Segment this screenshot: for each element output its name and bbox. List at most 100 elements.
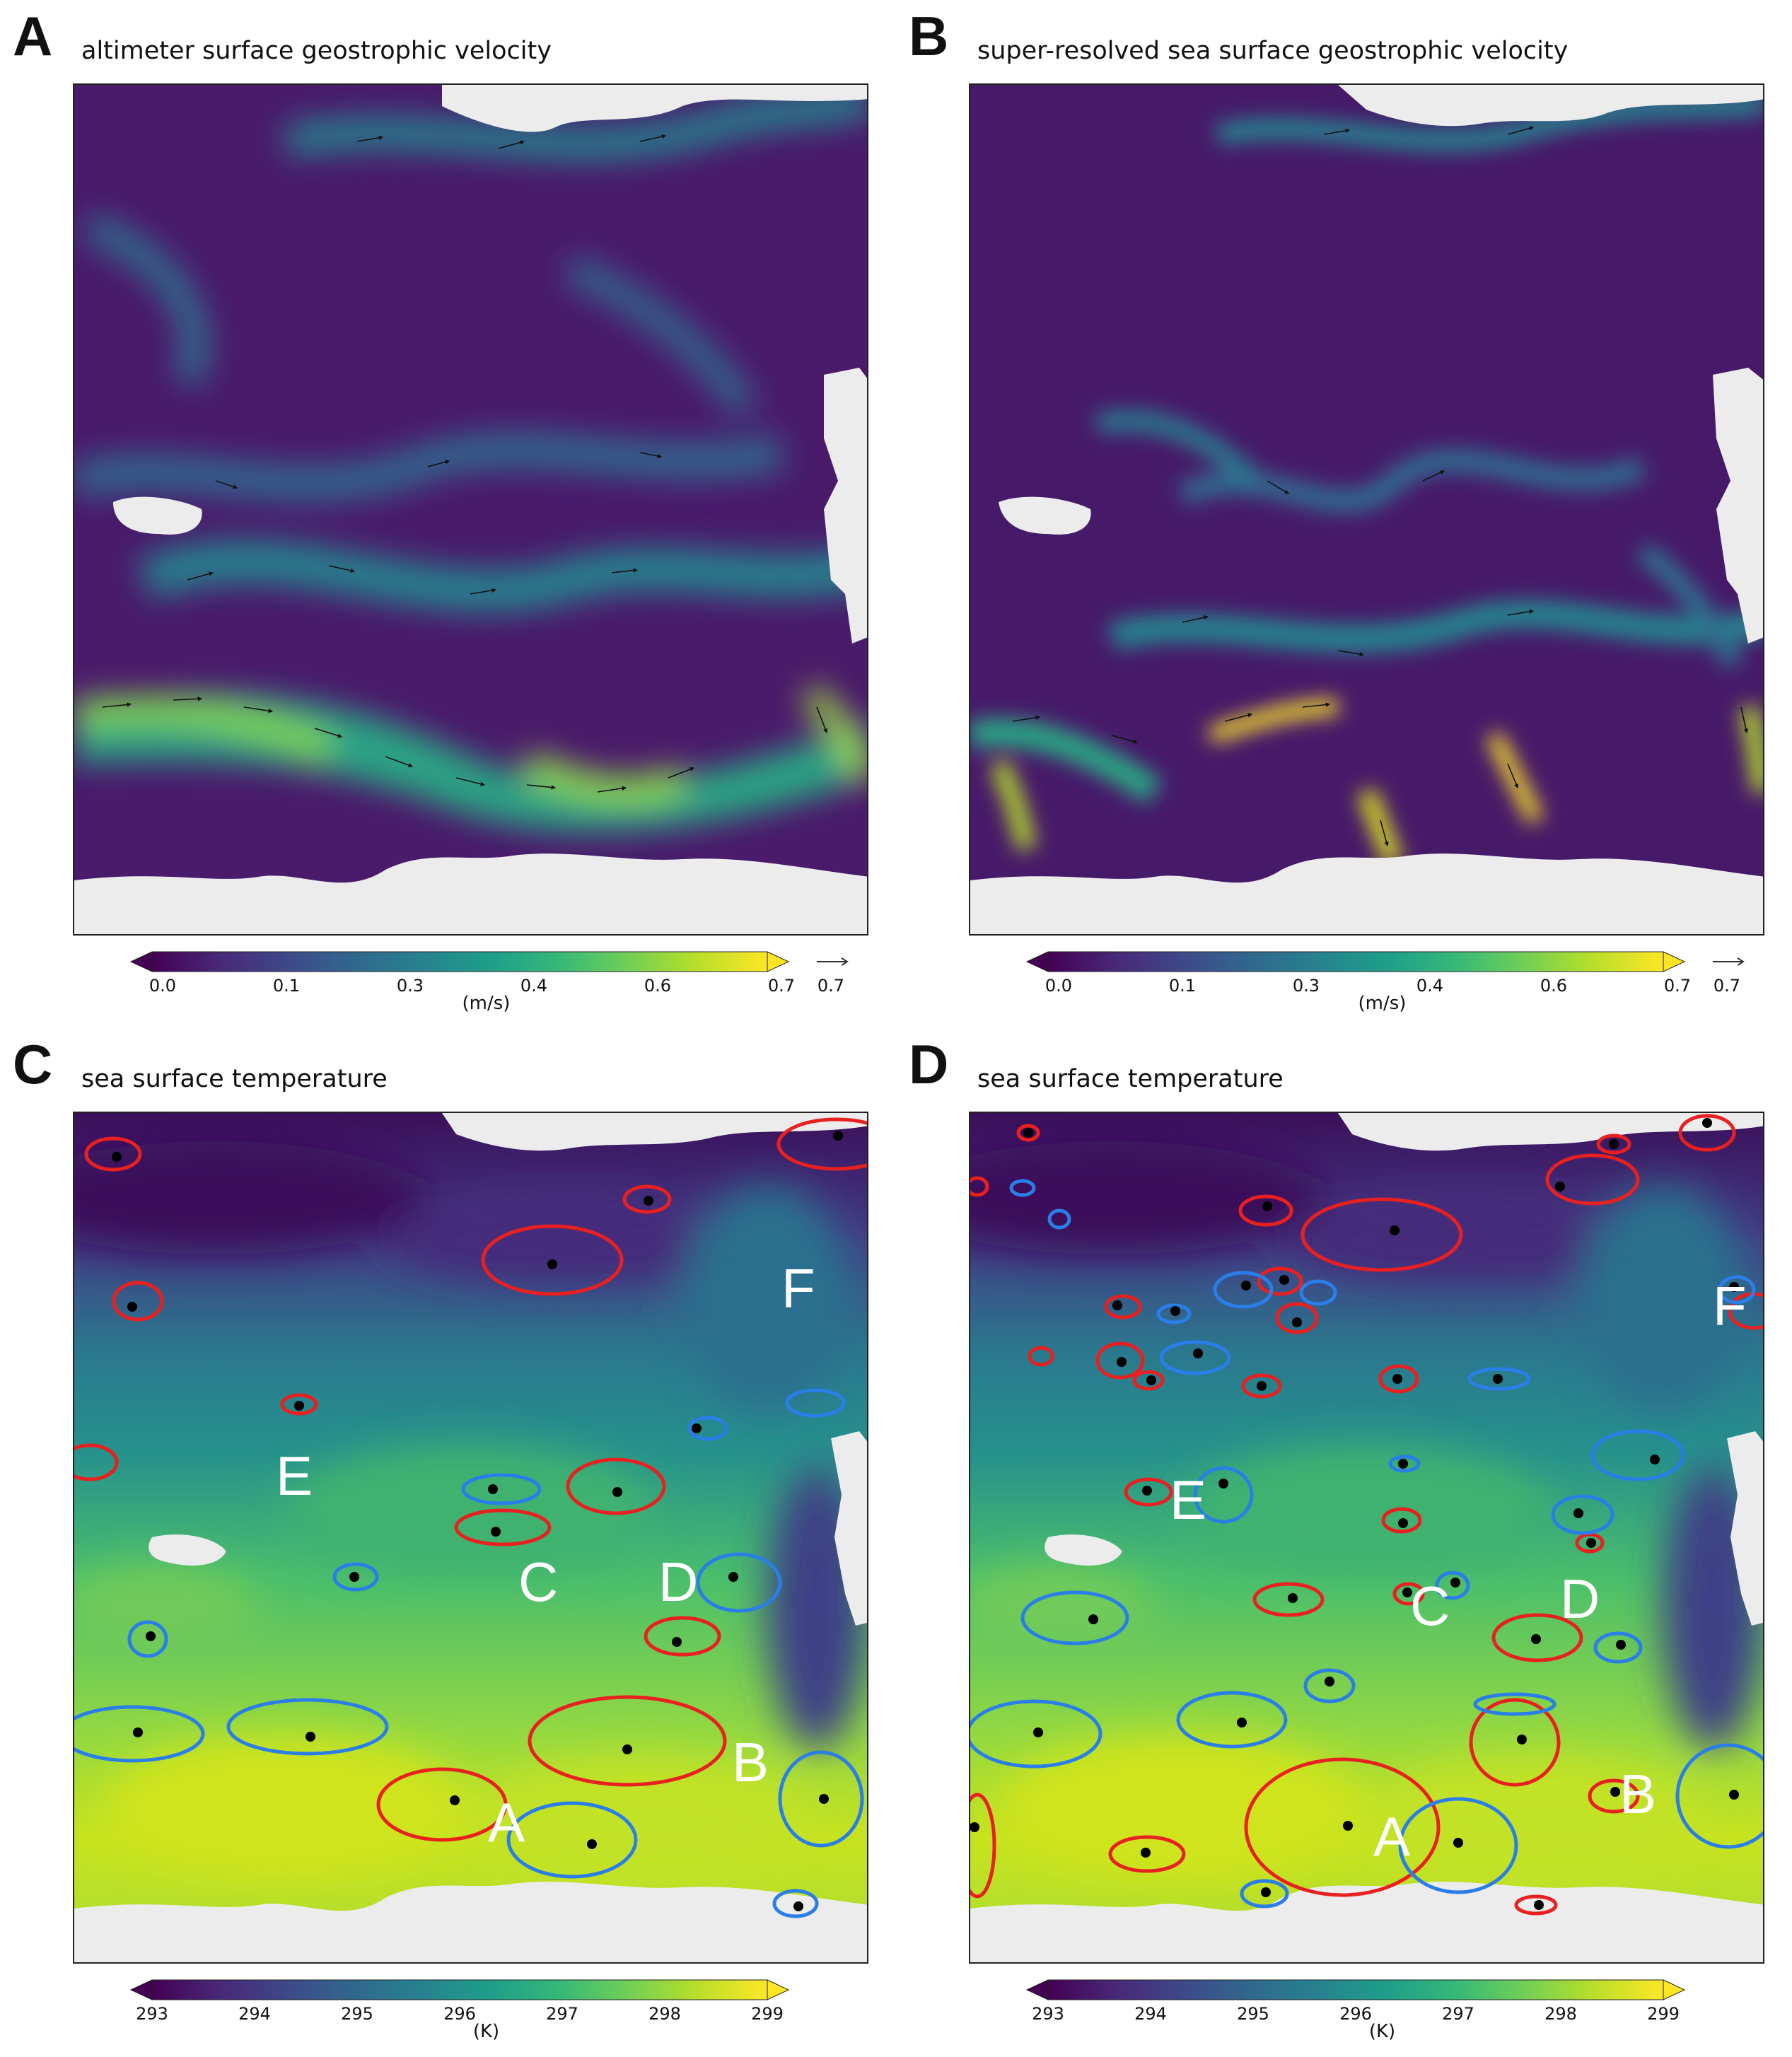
eddy-center xyxy=(833,1131,843,1141)
eddy-center xyxy=(1146,1375,1156,1385)
eddy-center xyxy=(1531,1634,1541,1644)
eddy-center xyxy=(1241,1281,1251,1290)
eddy-center xyxy=(1650,1455,1660,1464)
region-label: A xyxy=(488,1791,525,1853)
tick-label: 295 xyxy=(1237,2004,1269,2021)
colorbar-label: (K) xyxy=(120,2021,852,2042)
region-label: E xyxy=(276,1445,313,1507)
tick-label: 294 xyxy=(1134,2004,1167,2021)
colorbar-gradient xyxy=(152,952,767,972)
tick-label: 299 xyxy=(751,2004,784,2021)
eddy-center xyxy=(1088,1614,1098,1624)
eddy-center xyxy=(587,1839,597,1849)
tick-label: 0.1 xyxy=(1169,976,1196,993)
colorbar-extend-high xyxy=(767,952,789,972)
eddy-center xyxy=(112,1152,122,1162)
eddy-center xyxy=(1493,1374,1503,1384)
region-label: C xyxy=(518,1551,558,1613)
panel-title: super-resolved sea surface geostrophic v… xyxy=(977,37,1568,65)
colorbar-extend-low xyxy=(131,952,152,972)
eddy-center xyxy=(1702,1118,1712,1128)
eddy-center xyxy=(1023,1128,1033,1138)
eddy-center xyxy=(1343,1821,1353,1831)
reference-arrow-label: 0.7 xyxy=(1714,976,1740,993)
eddy-center xyxy=(127,1302,137,1312)
colorbar-svg: 0.0 0.1 0.3 0.4 0.6 0.7 0.7 xyxy=(120,948,852,993)
region-label: D xyxy=(1560,1568,1600,1630)
eddy-center xyxy=(1729,1790,1739,1800)
eddy-center xyxy=(793,1901,803,1911)
tick-label: 0.4 xyxy=(520,976,547,993)
colorbar-label: (m/s) xyxy=(120,993,852,1014)
colorbar-ticks: 0.0 0.1 0.3 0.4 0.6 0.7 0.7 xyxy=(1045,976,1740,993)
panel-letter: A xyxy=(13,4,52,69)
colorbar-svg: 293 294 295 296 297 298 299 xyxy=(1016,1976,1748,2021)
panel-letter: D xyxy=(909,1032,948,1097)
region-label: A xyxy=(1373,1805,1410,1867)
eddy-center xyxy=(547,1259,557,1269)
tick-label: 296 xyxy=(443,2004,476,2021)
reference-arrow xyxy=(1713,958,1743,965)
colorbar: 293 294 295 296 297 298 299 (K) xyxy=(120,1976,852,2053)
colorbar: 0.0 0.1 0.3 0.4 0.6 0.7 0.7 (m/s) xyxy=(1016,948,1748,1025)
eddy-center xyxy=(622,1744,632,1754)
eddy-center xyxy=(612,1487,622,1497)
eddy-center xyxy=(1218,1479,1228,1488)
eddy-center xyxy=(1609,1139,1619,1149)
eddy-center xyxy=(1390,1225,1400,1235)
colorbar-extend-high xyxy=(1663,1980,1685,2000)
colorbar-ticks: 293 294 295 296 297 298 299 xyxy=(136,2004,784,2021)
eddy-center xyxy=(488,1484,498,1494)
velocity-map-svg xyxy=(970,85,1764,936)
eddy-center xyxy=(1517,1735,1527,1744)
eddy-center xyxy=(1534,1900,1544,1910)
eddy-center xyxy=(1610,1787,1620,1797)
eddy-center xyxy=(1112,1300,1122,1310)
sst-map-svg: A B C D E F xyxy=(74,1113,868,1964)
colorbar-extend-high xyxy=(767,1980,789,2000)
eddy-center xyxy=(1392,1374,1402,1384)
eddy-center xyxy=(491,1527,501,1537)
eddy-center xyxy=(1450,1578,1460,1587)
tick-label: 298 xyxy=(1544,2004,1577,2021)
tick-label: 0.1 xyxy=(273,976,300,993)
region-label: F xyxy=(781,1257,815,1319)
eddy-center xyxy=(1325,1677,1334,1686)
panel-title: altimeter surface geostrophic velocity xyxy=(81,37,552,65)
eddy-center xyxy=(1398,1518,1408,1528)
eddy-center xyxy=(1586,1538,1596,1548)
eddy-center xyxy=(1261,1887,1271,1897)
colorbar-extend-high xyxy=(1663,952,1685,972)
eddy-center xyxy=(306,1732,315,1742)
eddy-center xyxy=(1142,1486,1152,1496)
colorbar-ticks: 0.0 0.1 0.3 0.4 0.6 0.7 0.7 xyxy=(149,976,844,993)
tick-label: 0.4 xyxy=(1416,976,1443,993)
tick-label: 293 xyxy=(136,2004,168,2021)
tick-label: 0.7 xyxy=(1664,976,1691,993)
eddy-center xyxy=(692,1423,702,1433)
colorbar: 293 294 295 296 297 298 299 (K) xyxy=(1016,1976,1748,2053)
panel-d: D sea surface temperature xyxy=(896,1028,1792,2056)
sst-map: A B C D E F xyxy=(73,1112,868,1964)
colorbar-extend-low xyxy=(1027,952,1048,972)
eddy-center xyxy=(1398,1459,1408,1469)
tick-label: 298 xyxy=(648,2004,681,2021)
velocity-map-svg xyxy=(74,85,868,936)
tick-label: 297 xyxy=(1442,2004,1474,2021)
colorbar-extend-low xyxy=(131,1980,152,2000)
panel-title: sea surface temperature xyxy=(977,1065,1284,1093)
eddy-center xyxy=(672,1637,682,1647)
eddy-center xyxy=(349,1572,359,1582)
region-label: D xyxy=(658,1551,698,1613)
eddy-center xyxy=(1288,1593,1298,1603)
eddy-center xyxy=(1257,1381,1267,1391)
colorbar-extend-low xyxy=(1027,1980,1048,2000)
reference-arrow-label: 0.7 xyxy=(818,976,844,993)
panel-title: sea surface temperature xyxy=(81,1065,388,1093)
eddy-center xyxy=(1616,1640,1626,1650)
eddy-center xyxy=(728,1572,738,1582)
colorbar-label: (m/s) xyxy=(1016,993,1748,1014)
tick-label: 295 xyxy=(341,2004,373,2021)
panel-letter: C xyxy=(13,1032,52,1097)
tick-label: 297 xyxy=(546,2004,578,2021)
